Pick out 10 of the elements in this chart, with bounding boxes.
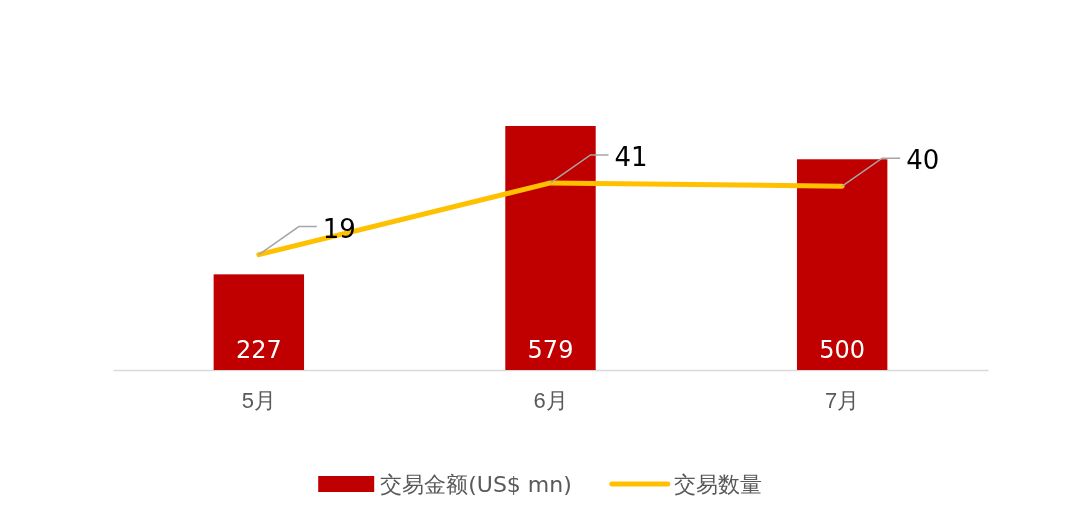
data-label: 500 (819, 336, 866, 364)
data-label: 227 (235, 336, 282, 364)
data-label: 41 (614, 141, 648, 172)
legend-label: 交易数量 (673, 472, 762, 497)
x-tick-label: 7月 (825, 388, 860, 414)
data-label: 40 (906, 145, 940, 176)
x-tick-label: 5月 (241, 388, 276, 414)
x-tick-label: 6月 (533, 388, 568, 414)
data-label: 579 (527, 336, 574, 364)
legend-label: 交易金额(US$ mn) (380, 472, 572, 497)
